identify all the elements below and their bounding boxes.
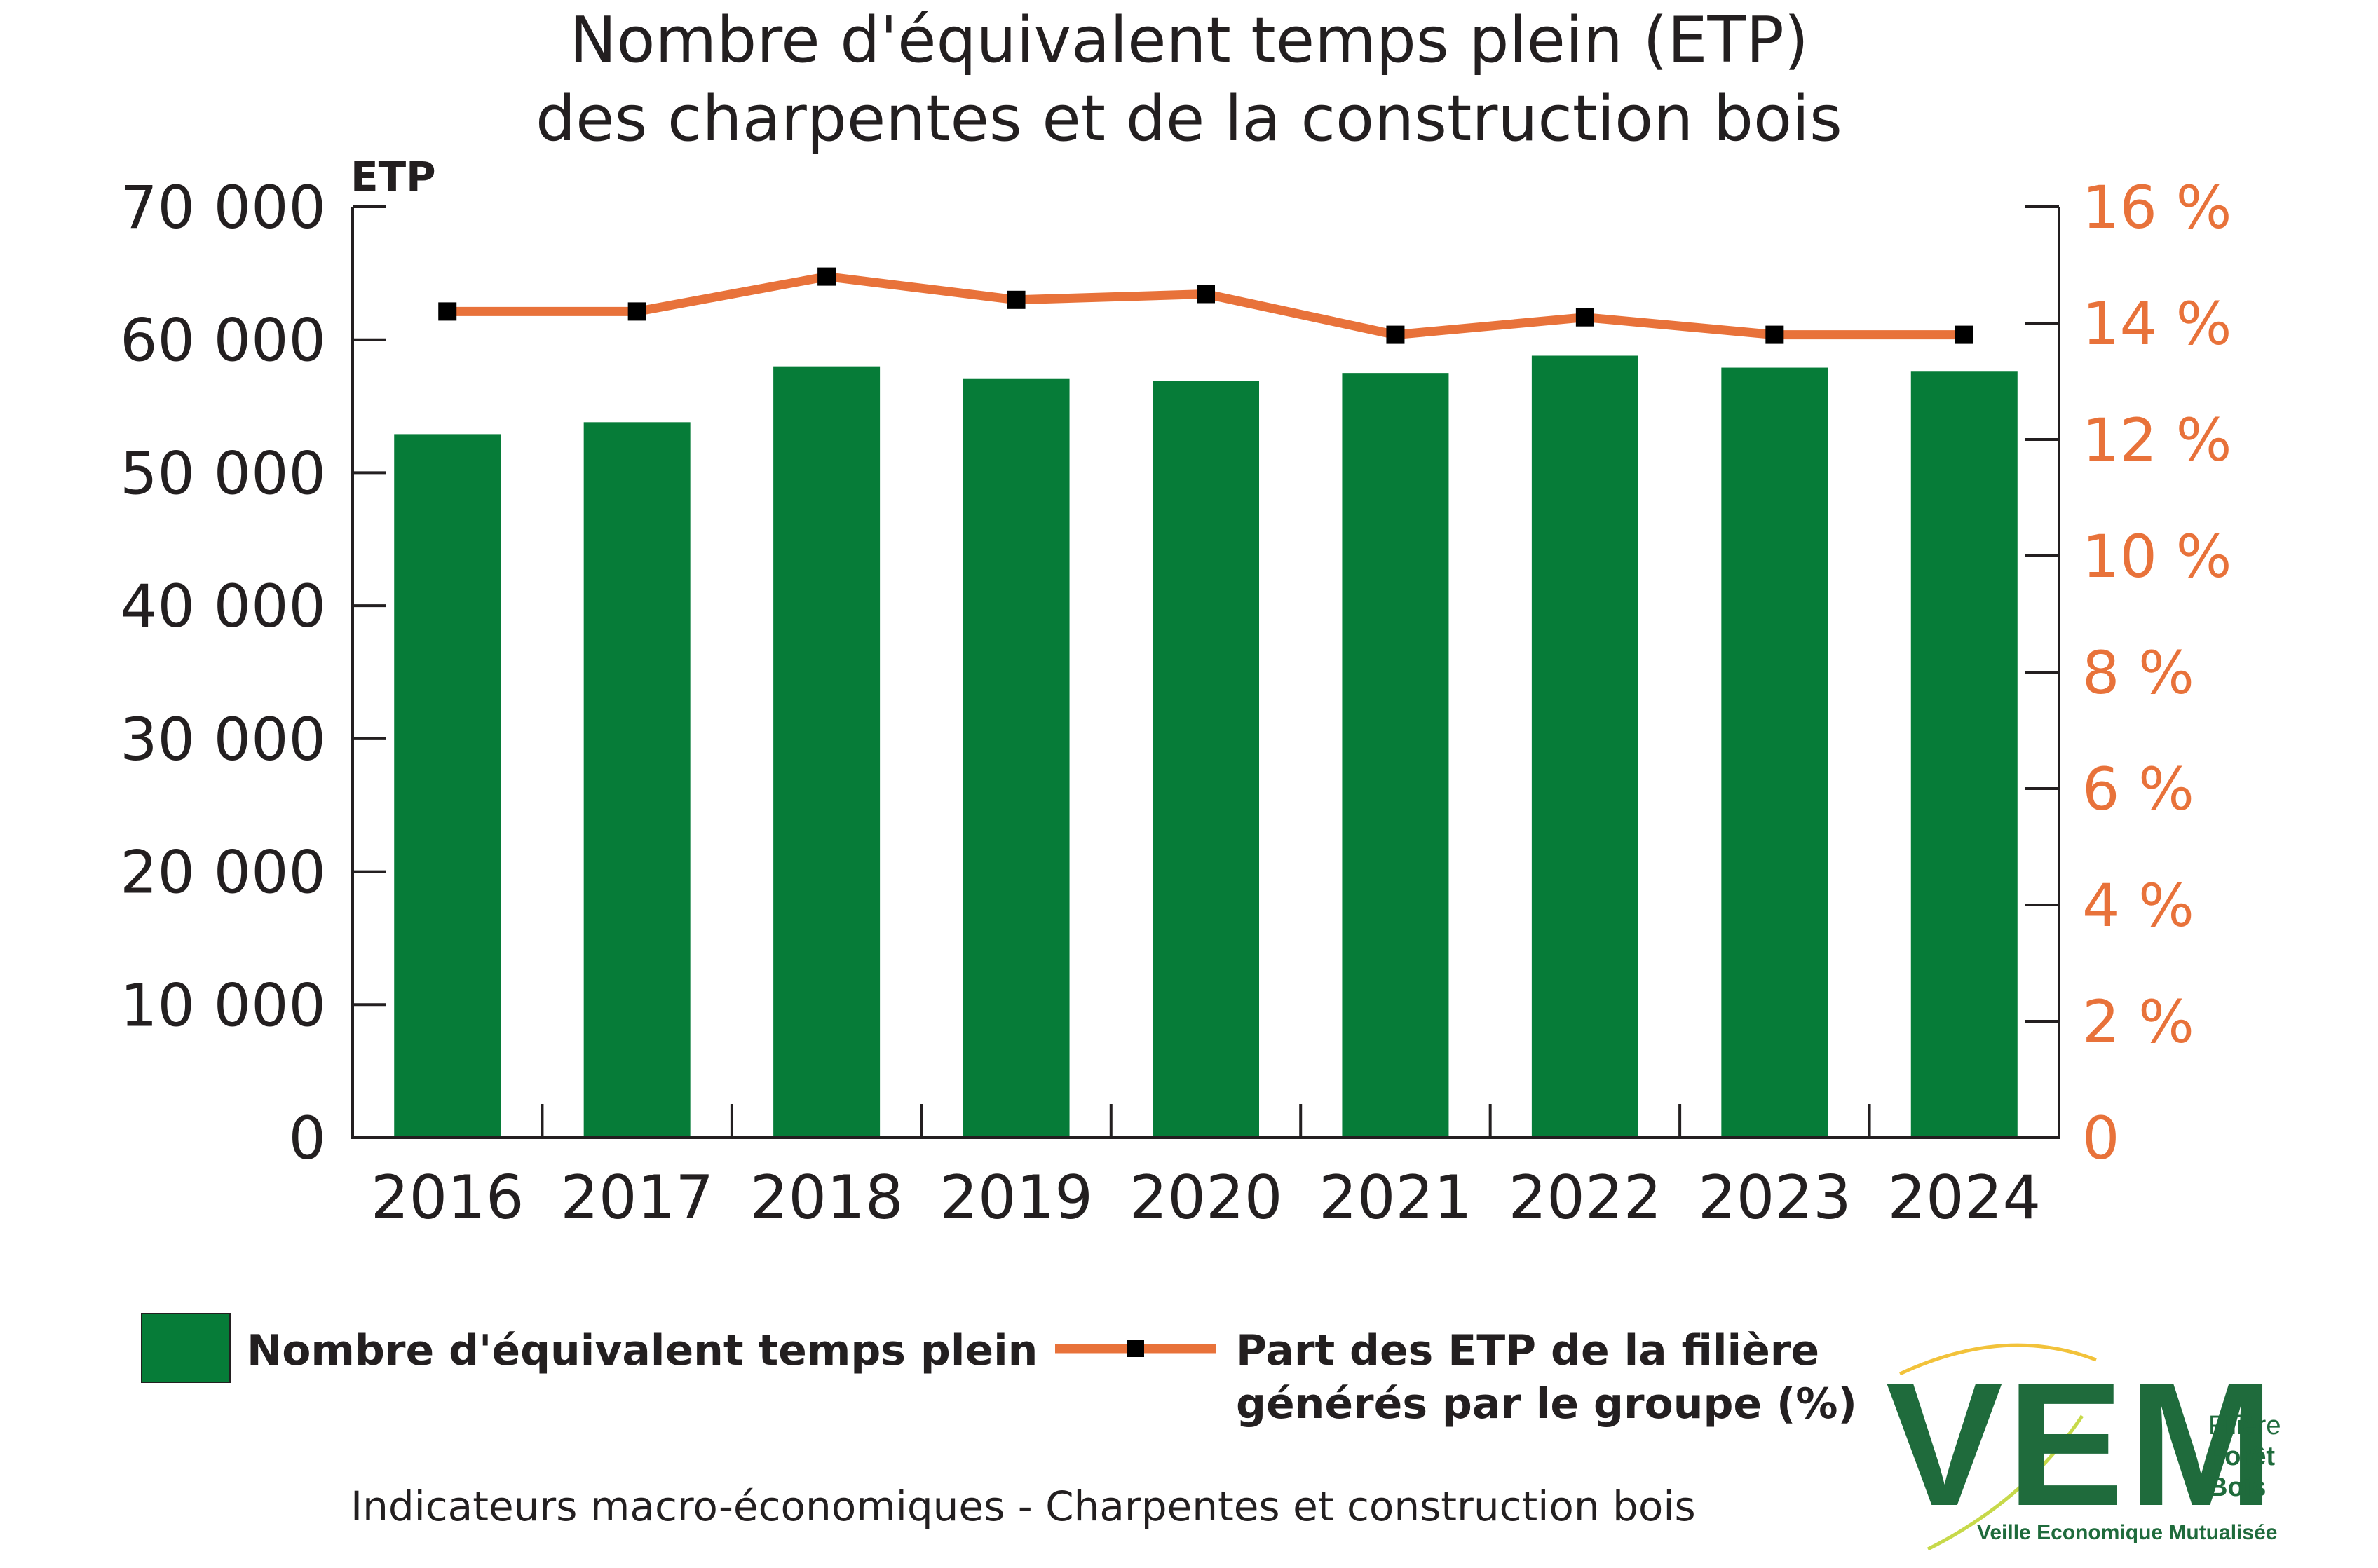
share-point-2018: [817, 267, 836, 286]
x-tick-label: 2017: [560, 1163, 714, 1233]
share-point-2021: [1386, 325, 1405, 344]
logo-arcs: [1898, 1343, 2097, 1551]
bar-2021: [1342, 373, 1449, 1138]
line-series: [438, 267, 1973, 344]
axes: [351, 205, 2060, 1139]
x-tick-label: 2020: [1129, 1163, 1283, 1233]
logo-letters: VEM: [1886, 1347, 2278, 1542]
chart-title: Nombre d'équivalent temps plein (ETP): [569, 4, 1809, 77]
x-tick-label: 2022: [1508, 1163, 1662, 1233]
legend-bar-swatch: [141, 1313, 231, 1383]
chart-subtitle: des charpentes et de la construction boi…: [536, 82, 1842, 156]
bar-2017: [583, 422, 691, 1138]
x-tick-label: 2016: [371, 1163, 524, 1233]
bar-2024: [1910, 371, 2018, 1138]
bar-2018: [773, 366, 881, 1138]
vem-logo: VEM Filière Forêt Bois Veille Economique…: [1886, 1332, 2377, 1563]
right-tick-label: 8 %: [2082, 639, 2194, 707]
logo-side-1: Filière: [2208, 1411, 2281, 1440]
share-point-2019: [1007, 290, 1026, 309]
y-axis-unit-label: ETP: [351, 153, 436, 200]
right-tick-label: 10 %: [2082, 522, 2231, 591]
right-tick-label: 12 %: [2082, 406, 2231, 475]
share-point-2017: [627, 302, 646, 321]
x-tick-label: 2023: [1698, 1163, 1852, 1233]
share-point-2023: [1765, 325, 1784, 344]
logo-side-3: Bois: [2208, 1473, 2267, 1502]
share-point-2024: [1955, 325, 1973, 344]
left-tick-label: 60 000: [120, 306, 326, 375]
source-note: Indicateurs macro-économiques - Charpent…: [351, 1482, 1696, 1530]
right-tick-label: 0: [2082, 1104, 2119, 1173]
logo-side-2: Forêt: [2208, 1442, 2275, 1471]
right-tick-label: 6 %: [2082, 755, 2194, 824]
x-tick-label: 2021: [1319, 1163, 1472, 1233]
left-tick-label: 30 000: [120, 705, 326, 774]
x-tick-label: 2024: [1887, 1163, 2041, 1233]
bar-2020: [1153, 381, 1259, 1138]
share-point-2016: [438, 302, 457, 321]
left-tick-label: 40 000: [120, 572, 326, 641]
left-tick-label: 50 000: [120, 439, 326, 507]
x-tick-label: 2019: [939, 1163, 1093, 1233]
legend-line-label-1: Part des ETP de la filière: [1236, 1326, 1820, 1375]
bar-2023: [1721, 367, 1828, 1138]
axis-labels: 0 10 000 20 000 30 000 40 000 50 000 60 000 70 …: [120, 153, 2231, 1233]
right-tick-label: 16 %: [2082, 173, 2231, 242]
legend-line-label-2: générés par le groupe (%): [1236, 1379, 1857, 1429]
bar-2019: [963, 378, 1070, 1138]
share-point-2022: [1575, 308, 1594, 327]
legend-bars-label: Nombre d'équivalent temps plein: [247, 1326, 1038, 1375]
left-tick-label: 70 000: [120, 173, 326, 242]
left-tick-label: 20 000: [120, 838, 326, 907]
left-tick-label: 10 000: [120, 971, 326, 1039]
bar-2016: [394, 434, 501, 1138]
legend-line-marker: [1127, 1340, 1144, 1357]
logo-subtitle: Veille Economique Mutualisée: [1977, 1521, 2278, 1544]
right-tick-label: 2 %: [2082, 988, 2194, 1056]
right-tick-label: 14 %: [2082, 289, 2231, 358]
right-tick-label: 4 %: [2082, 871, 2194, 940]
x-tick-label: 2018: [750, 1163, 904, 1233]
left-tick-label: 0: [289, 1104, 326, 1173]
share-point-2020: [1197, 285, 1215, 304]
bar-series: [394, 355, 2018, 1138]
bar-2022: [1531, 355, 1638, 1138]
